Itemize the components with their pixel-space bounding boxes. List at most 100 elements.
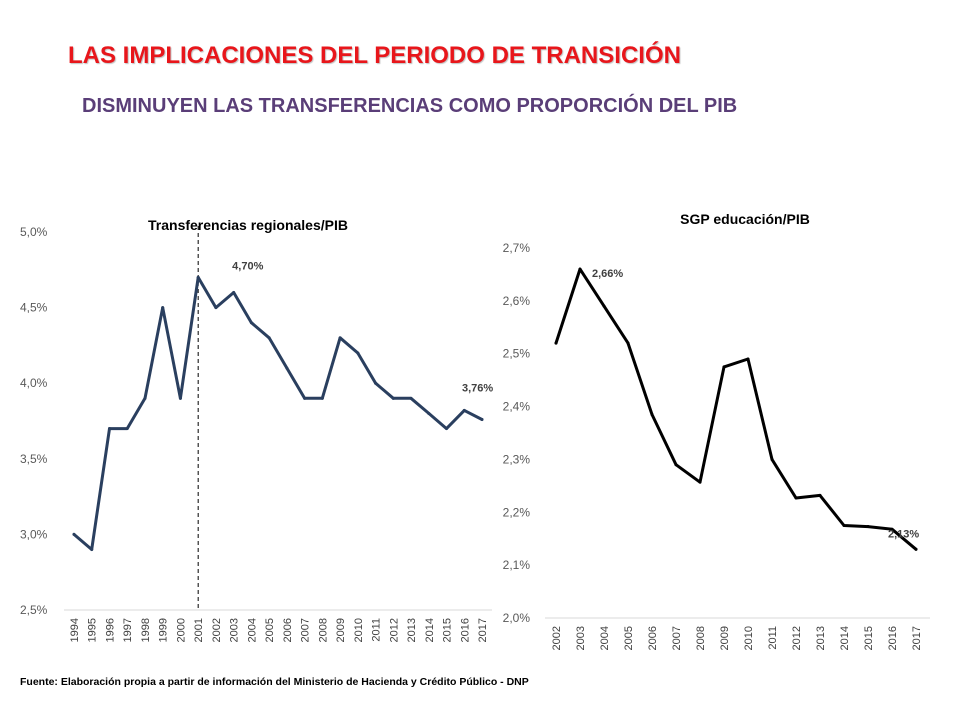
right-data-point: [602, 304, 606, 308]
right-x-tick-label: 2010: [743, 626, 755, 650]
right-series-line: [554, 267, 918, 551]
right-y-tick-label: 2,2%: [503, 505, 531, 519]
right-x-tick-label: 2007: [671, 626, 683, 650]
right-x-tick-label: 2014: [839, 626, 851, 650]
left-x-tick-label: 2007: [300, 618, 312, 642]
left-x-tick-label: 2014: [424, 618, 436, 642]
left-data-point: [161, 306, 165, 310]
left-x-tick-label: 1999: [158, 618, 170, 642]
right-y-tick-label: 2,3%: [503, 452, 531, 466]
right-data-label: 2,66%: [592, 268, 623, 280]
right-data-point: [674, 463, 678, 467]
left-data-point: [232, 290, 236, 294]
left-x-tick-label: 2011: [371, 618, 383, 642]
left-data-point: [462, 408, 466, 412]
right-x-tick-label: 2009: [719, 626, 731, 650]
left-x-tick-label: 2005: [264, 618, 276, 642]
right-data-point: [554, 341, 558, 345]
right-x-tick-label: 2006: [647, 626, 659, 650]
left-data-point: [267, 336, 271, 340]
left-data-point: [427, 411, 431, 415]
page-title: LAS IMPLICACIONES DEL PERIODO DE TRANSIC…: [68, 42, 681, 69]
right-x-tick-label: 2011: [767, 626, 779, 650]
right-data-point: [866, 525, 870, 529]
right-data-point: [650, 413, 654, 416]
right-data-point: [794, 496, 798, 500]
right-y-tick-label: 2,4%: [503, 400, 531, 414]
left-data-point: [356, 351, 360, 355]
left-data-point: [214, 306, 218, 310]
right-data-point: [770, 457, 774, 461]
left-x-tick-label: 2004: [246, 618, 258, 642]
right-x-tick-label: 2013: [815, 626, 827, 650]
left-data-point: [374, 381, 378, 385]
left-x-tick-label: 1994: [69, 618, 81, 642]
page-subtitle: DISMINUYEN LAS TRANSFERENCIAS COMO PROPO…: [82, 95, 738, 117]
left-x-tick-label: 2012: [388, 618, 400, 642]
left-data-point: [249, 321, 253, 325]
left-x-tick-label: 2017: [477, 618, 489, 642]
left-x-tick-label: 2010: [353, 618, 365, 642]
left-data-point: [196, 275, 200, 279]
right-chart-title: SGP educación/PIB: [680, 211, 810, 227]
left-data-point: [178, 396, 182, 400]
left-y-tick-label: 3,0%: [20, 527, 48, 541]
left-data-point: [480, 417, 484, 421]
left-x-tick-label: 2008: [317, 618, 329, 642]
left-data-label: 3,76%: [462, 382, 493, 394]
left-x-tick-label: 2001: [193, 618, 205, 642]
left-data-point: [72, 532, 76, 536]
left-data-point: [285, 366, 289, 370]
left-data-point: [90, 548, 94, 552]
left-x-tick-label: 1996: [104, 618, 116, 642]
left-x-tick-label: 1997: [122, 618, 134, 642]
left-x-tick-label: 1995: [87, 618, 99, 642]
left-data-point: [303, 396, 307, 400]
left-series-line: [72, 275, 484, 551]
right-x-tick-label: 2005: [623, 626, 635, 650]
left-data-point: [445, 427, 449, 431]
right-x-tick-label: 2015: [863, 626, 875, 650]
left-x-tick-label: 2013: [406, 618, 418, 642]
left-x-tick-label: 2002: [211, 618, 223, 642]
left-y-tick-label: 4,5%: [20, 301, 48, 315]
right-data-point: [842, 524, 846, 527]
left-x-tick-label: 2015: [442, 618, 454, 642]
right-data-point: [746, 357, 750, 361]
right-y-tick-label: 2,7%: [503, 241, 531, 255]
left-x-tick-label: 2000: [175, 618, 187, 642]
left-y-tick-label: 5,0%: [20, 225, 48, 239]
right-data-point: [722, 365, 726, 369]
right-x-tick-label: 2002: [551, 626, 563, 650]
left-data-point: [409, 396, 413, 400]
left-data-point: [107, 427, 111, 431]
right-data-point: [626, 341, 630, 345]
right-data-point: [890, 527, 894, 531]
left-y-tick-label: 4,0%: [20, 376, 48, 390]
left-x-tick-label: 2006: [282, 618, 294, 642]
left-y-tick-label: 2,5%: [20, 603, 48, 617]
right-data-point: [914, 547, 918, 551]
right-x-tick-label: 2003: [575, 626, 587, 650]
left-data-point: [125, 427, 129, 431]
left-data-point: [391, 396, 395, 400]
right-y-tick-label: 2,6%: [503, 294, 531, 308]
right-x-tick-label: 2012: [791, 626, 803, 650]
left-data-point: [338, 336, 342, 340]
left-y-tick-label: 3,5%: [20, 452, 48, 466]
right-data-point: [578, 267, 582, 271]
right-x-tick-label: 2004: [599, 626, 611, 650]
right-x-tick-label: 2017: [911, 626, 923, 650]
left-x-tick-label: 1998: [140, 618, 152, 642]
right-data-label: 2,13%: [888, 528, 919, 540]
left-data-point: [320, 396, 324, 400]
left-x-tick-label: 2009: [335, 618, 347, 642]
right-data-point: [698, 480, 702, 484]
right-y-tick-label: 2,5%: [503, 347, 531, 361]
left-data-label: 4,70%: [232, 260, 263, 272]
left-data-point: [143, 396, 147, 400]
right-y-tick-label: 2,1%: [503, 558, 531, 572]
left-x-tick-label: 2003: [229, 618, 241, 642]
